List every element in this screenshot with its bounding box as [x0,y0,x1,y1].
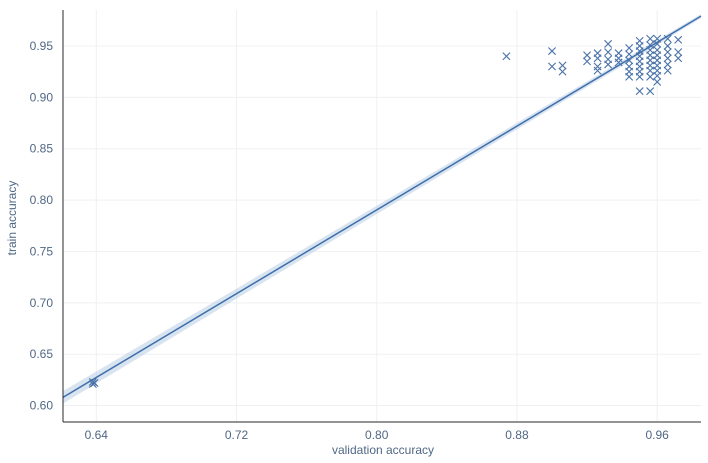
x-tick-label: 0.96 [646,428,670,442]
data-point [653,77,662,86]
x-tick-label: 0.88 [505,428,529,442]
data-point [614,58,623,67]
data-point [646,87,655,96]
y-tick-labels: 0.60 0.65 0.70 0.75 0.80 0.85 0.90 0.95 [30,39,54,413]
axes [62,10,701,423]
data-point [635,87,644,96]
x-axis-title: validation accuracy [332,443,434,457]
y-axis-title: train accuracy [5,181,19,256]
x-tick-label: 0.72 [225,428,249,442]
data-point [593,54,602,63]
grid [63,10,701,422]
data-point [558,61,567,70]
data-point [625,72,634,81]
data-point [558,67,567,76]
data-points [88,34,683,388]
data-point [625,44,634,53]
data-point [646,66,655,75]
data-point [604,48,613,57]
data-point [583,51,592,60]
data-point [663,34,672,43]
y-tick-label: 0.95 [30,39,54,53]
regression-line [62,15,702,398]
data-point [614,54,623,63]
y-tick-label: 0.85 [30,142,54,156]
data-point [604,39,613,48]
data-point [625,50,634,59]
y-tick-label: 0.60 [30,399,54,413]
y-tick-label: 0.80 [30,193,54,207]
data-point [663,54,672,63]
data-point [548,47,557,56]
data-point [663,66,672,75]
data-point [604,60,613,69]
data-point [663,48,672,57]
data-point [674,35,683,44]
data-point [663,41,672,50]
data-point [625,56,634,65]
data-point [653,39,662,48]
y-tick-label: 0.70 [30,296,54,310]
data-point [88,379,97,388]
data-point [593,62,602,71]
data-point [663,60,672,69]
regression-line-layer [62,15,702,398]
data-point [635,72,644,81]
data-point [646,72,655,81]
data-point [646,34,655,43]
data-point [548,62,557,71]
data-point [502,52,511,61]
data-point [593,66,602,75]
x-tick-label: 0.80 [365,428,389,442]
x-tick-label: 0.64 [85,428,109,442]
y-tick-label: 0.75 [30,244,54,258]
data-point [583,57,592,66]
data-point [674,48,683,57]
data-point [653,71,662,80]
data-point [674,54,683,63]
y-tick-label: 0.65 [30,347,54,361]
y-tick-label: 0.90 [30,90,54,104]
x-tick-labels: 0.64 0.72 0.80 0.88 0.96 [85,428,670,442]
